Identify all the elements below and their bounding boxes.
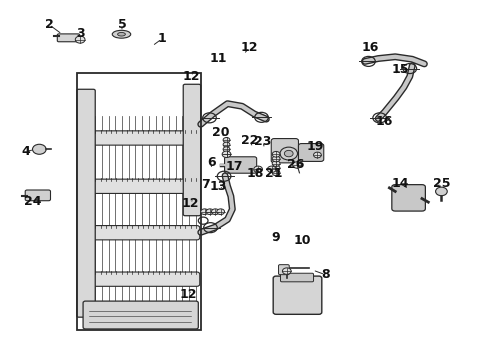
Text: 5: 5 [117, 18, 126, 31]
Text: 2: 2 [44, 18, 53, 31]
Text: 21: 21 [264, 167, 282, 180]
FancyBboxPatch shape [280, 273, 313, 282]
Text: 26: 26 [286, 158, 304, 171]
Text: 13: 13 [210, 180, 227, 193]
Text: 12: 12 [180, 288, 197, 301]
FancyBboxPatch shape [83, 301, 198, 329]
FancyBboxPatch shape [391, 185, 425, 211]
Circle shape [272, 165, 280, 171]
Text: 12: 12 [240, 41, 258, 54]
Text: 25: 25 [432, 177, 449, 190]
Text: 10: 10 [292, 234, 310, 247]
Ellipse shape [117, 32, 125, 36]
Circle shape [205, 209, 213, 215]
Circle shape [223, 147, 229, 152]
Circle shape [32, 144, 46, 154]
Text: 6: 6 [207, 156, 215, 169]
Circle shape [280, 147, 297, 160]
Text: 11: 11 [209, 52, 227, 65]
Text: 16: 16 [361, 41, 378, 54]
Text: 12: 12 [181, 197, 199, 210]
Text: 23: 23 [254, 135, 271, 148]
Text: 19: 19 [305, 140, 323, 153]
Circle shape [435, 187, 447, 196]
Bar [77, 73, 201, 330]
FancyBboxPatch shape [57, 34, 80, 42]
Circle shape [253, 166, 262, 172]
FancyBboxPatch shape [91, 131, 200, 145]
Text: 8: 8 [320, 268, 329, 281]
FancyBboxPatch shape [298, 144, 323, 161]
FancyBboxPatch shape [271, 139, 298, 163]
Circle shape [216, 209, 224, 215]
FancyBboxPatch shape [25, 190, 50, 201]
FancyBboxPatch shape [77, 89, 95, 317]
Circle shape [272, 152, 280, 157]
Text: 1: 1 [157, 32, 166, 45]
Text: 17: 17 [225, 160, 243, 173]
Circle shape [272, 161, 280, 166]
Circle shape [223, 138, 229, 143]
Text: 3: 3 [76, 27, 85, 40]
FancyBboxPatch shape [278, 265, 288, 275]
Circle shape [267, 166, 276, 172]
Circle shape [292, 162, 301, 168]
Text: 12: 12 [182, 70, 200, 83]
Circle shape [211, 209, 219, 215]
Circle shape [75, 36, 85, 43]
FancyBboxPatch shape [224, 157, 256, 173]
FancyBboxPatch shape [91, 272, 200, 286]
Circle shape [282, 268, 290, 274]
Text: 20: 20 [212, 126, 229, 139]
Circle shape [313, 152, 321, 158]
FancyBboxPatch shape [273, 276, 321, 314]
Text: 22: 22 [240, 134, 258, 147]
Circle shape [201, 209, 208, 215]
Text: 16: 16 [375, 114, 392, 127]
FancyBboxPatch shape [91, 226, 200, 240]
Text: 9: 9 [271, 231, 280, 244]
Circle shape [272, 170, 280, 176]
Circle shape [222, 151, 230, 157]
FancyBboxPatch shape [183, 84, 201, 216]
Text: 24: 24 [24, 195, 41, 208]
Circle shape [223, 142, 229, 147]
Circle shape [272, 156, 280, 162]
Circle shape [284, 150, 292, 157]
Text: 4: 4 [21, 145, 30, 158]
Circle shape [223, 152, 229, 157]
Text: 18: 18 [246, 167, 264, 180]
FancyBboxPatch shape [91, 179, 200, 193]
Text: 15: 15 [390, 63, 408, 76]
Text: 14: 14 [390, 177, 408, 190]
Text: 7: 7 [201, 178, 209, 191]
Ellipse shape [112, 30, 130, 38]
